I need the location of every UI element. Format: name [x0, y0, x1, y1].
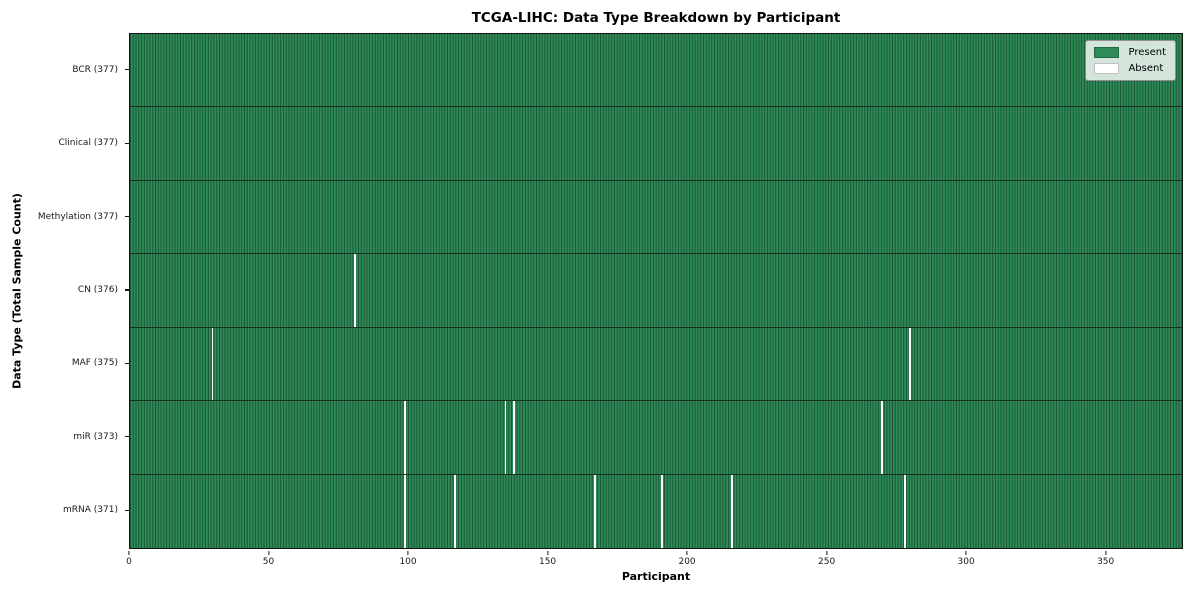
absent-bar-mRNA-166	[593, 474, 596, 548]
absent-bar-mRNA-215	[730, 474, 733, 548]
x-tick-mark	[965, 550, 967, 555]
x-tick-mark	[546, 550, 549, 555]
legend: Present Absent	[1085, 40, 1176, 81]
y-tick-label-mRNA: mRNA (371)	[63, 505, 118, 516]
x-tick-label-350: 350	[1097, 557, 1115, 567]
x-tick-mark	[826, 550, 828, 555]
absent-bar-CN-80	[353, 254, 356, 327]
absent-bar-miR-137	[512, 401, 515, 474]
x-tick-label-100: 100	[399, 557, 417, 567]
y-tick-label-Clinical: Clinical (377)	[58, 138, 118, 149]
present-swatch	[1094, 47, 1120, 58]
absent-bar-mRNA-190	[660, 474, 663, 548]
y-tick-label-MAF: MAF (375)	[71, 358, 118, 369]
y-tick-label-BCR: BCR (377)	[72, 64, 118, 75]
y-tick-mark	[124, 289, 129, 291]
absent-swatch	[1094, 63, 1120, 74]
x-tick-label-300: 300	[957, 557, 975, 567]
absent-bar-miR-269	[881, 401, 884, 474]
row-miR	[130, 401, 1182, 475]
y-tick-mark	[124, 142, 129, 144]
row-mRNA	[130, 474, 1182, 548]
y-tick-label-CN: CN (376)	[77, 285, 118, 295]
plot-area: Present Absent	[129, 33, 1183, 549]
row-Clinical	[130, 107, 1182, 181]
legend-label-present: Present	[1128, 47, 1166, 58]
absent-bar-mRNA-116	[454, 474, 457, 548]
x-tick-label-0: 0	[126, 557, 132, 567]
y-tick-mark	[124, 362, 129, 365]
x-tick-mark	[686, 550, 688, 555]
y-tick-mark	[124, 69, 129, 71]
y-axis: BCR (377) Clinical (377) Methylation (377)…	[0, 33, 129, 549]
y-tick-label-miR: miR (373)	[73, 431, 118, 442]
row-BCR	[130, 34, 1182, 108]
absent-bar-mRNA-98	[404, 474, 407, 548]
absent-bar-MAF-279	[909, 327, 912, 401]
x-tick-mark	[407, 550, 409, 555]
x-tick-mark	[128, 550, 130, 555]
legend-entry-absent: Absent	[1094, 63, 1166, 74]
absent-bar-miR-134	[504, 401, 507, 474]
x-tick-label-200: 200	[678, 557, 696, 567]
y-tick-mark	[124, 215, 129, 218]
legend-label-absent: Absent	[1128, 63, 1164, 74]
absent-bar-MAF-29	[211, 327, 214, 401]
absent-bar-miR-98	[404, 401, 407, 474]
legend-entry-present: Present	[1094, 47, 1166, 58]
y-tick-mark	[124, 509, 129, 511]
heatmap-rows	[130, 34, 1182, 548]
x-tick-mark	[1105, 550, 1107, 555]
x-tick-label-50: 50	[262, 557, 275, 567]
absent-bar-mRNA-277	[903, 474, 906, 548]
row-Methylation	[130, 180, 1182, 255]
chart-title: TCGA-LIHC: Data Type Breakdown by Partic…	[471, 10, 841, 26]
x-axis-label: Participant	[621, 570, 691, 583]
y-tick-label-Methylation: Methylation (377)	[37, 211, 118, 222]
x-tick-mark	[267, 550, 270, 555]
x-axis: 0 50 100 150 200 250 300 350	[126, 549, 1183, 571]
row-MAF	[130, 327, 1182, 402]
y-tick-mark	[124, 436, 129, 438]
x-tick-label-250: 250	[818, 557, 836, 567]
row-CN	[130, 254, 1182, 328]
x-tick-label-150: 150	[538, 557, 557, 567]
